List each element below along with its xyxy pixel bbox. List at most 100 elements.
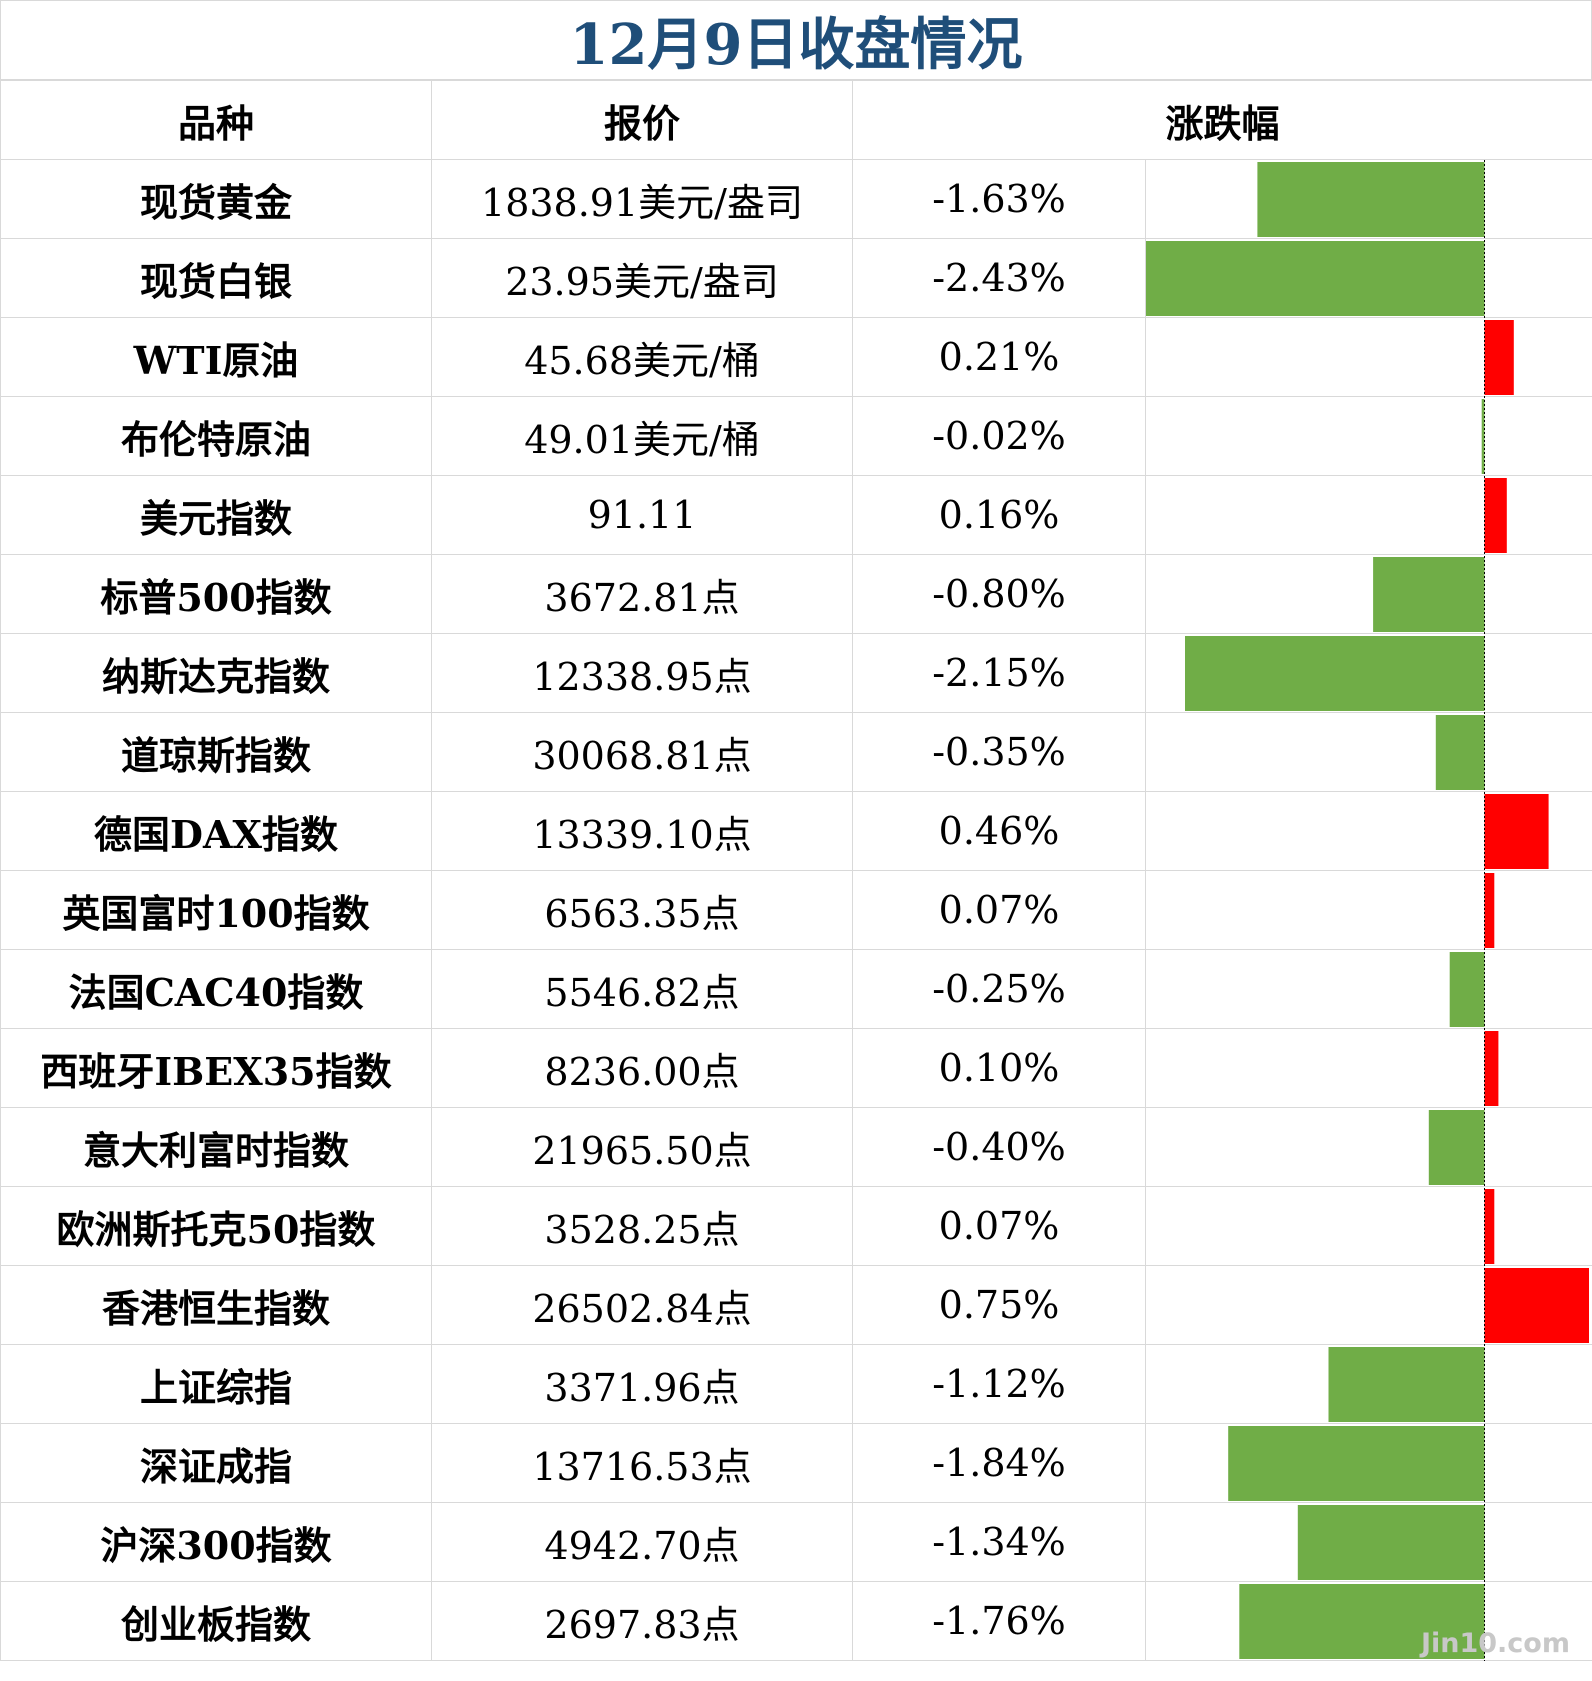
change-percent: -1.63% <box>852 159 1146 239</box>
table-row: 道琼斯指数 30068.81点 -0.35% <box>0 712 1592 792</box>
instrument-price: 3528.25点 <box>431 1186 853 1266</box>
table-row: 德国DAX指数 13339.10点 0.46% <box>0 791 1592 871</box>
change-bar <box>1484 794 1549 869</box>
change-bar <box>1435 715 1485 790</box>
change-bar-cell <box>1144 949 1592 1029</box>
instrument-name: 美元指数 <box>0 475 432 555</box>
instrument-name: 欧洲斯托克50指数 <box>0 1186 432 1266</box>
instrument-name: 意大利富时指数 <box>0 1107 432 1187</box>
change-percent: 0.10% <box>852 1028 1146 1108</box>
change-bar-cell <box>1144 712 1592 792</box>
instrument-name: 深证成指 <box>0 1423 432 1503</box>
change-percent: 0.75% <box>852 1265 1146 1345</box>
instrument-price: 26502.84点 <box>431 1265 853 1345</box>
change-bar <box>1328 1347 1485 1422</box>
change-percent: -1.34% <box>852 1502 1146 1582</box>
change-percent: -0.02% <box>852 396 1146 476</box>
change-bar-cell <box>1144 870 1592 950</box>
instrument-name: 上证综指 <box>0 1344 432 1424</box>
change-bar <box>1484 1031 1499 1106</box>
change-bar <box>1481 399 1485 474</box>
change-percent: 0.07% <box>852 870 1146 950</box>
instrument-price: 23.95美元/盎司 <box>431 238 853 318</box>
instrument-name: 西班牙IBEX35指数 <box>0 1028 432 1108</box>
instrument-price: 6563.35点 <box>431 870 853 950</box>
table-row: 西班牙IBEX35指数 8236.00点 0.10% <box>0 1028 1592 1108</box>
instrument-price: 12338.95点 <box>431 633 853 713</box>
instrument-name: 纳斯达克指数 <box>0 633 432 713</box>
instrument-price: 3672.81点 <box>431 554 853 634</box>
change-bar-cell <box>1144 1028 1592 1108</box>
change-percent: 0.07% <box>852 1186 1146 1266</box>
watermark: Jin10.com <box>1420 1628 1570 1659</box>
change-percent: -1.12% <box>852 1344 1146 1424</box>
instrument-name: 创业板指数 <box>0 1581 432 1661</box>
column-header-change: 涨跌幅 <box>851 80 1592 160</box>
page-title: 12月9日收盘情况 <box>0 0 1592 80</box>
table-row: 布伦特原油 49.01美元/桶 -0.02% <box>0 396 1592 476</box>
change-bar <box>1373 557 1485 632</box>
change-bar <box>1428 1110 1485 1185</box>
table-row: 欧洲斯托克50指数 3528.25点 0.07% <box>0 1186 1592 1266</box>
instrument-price: 3371.96点 <box>431 1344 853 1424</box>
instrument-price: 13716.53点 <box>431 1423 853 1503</box>
instrument-price: 4942.70点 <box>431 1502 853 1582</box>
change-bar <box>1484 873 1495 948</box>
instrument-name: 布伦特原油 <box>0 396 432 476</box>
instrument-name: 现货白银 <box>0 238 432 318</box>
change-bar <box>1257 162 1485 237</box>
instrument-name: 英国富时100指数 <box>0 870 432 950</box>
instrument-price: 49.01美元/桶 <box>431 396 853 476</box>
instrument-price: 8236.00点 <box>431 1028 853 1108</box>
instrument-price: 5546.82点 <box>431 949 853 1029</box>
change-bar-chart <box>1146 160 1589 1661</box>
change-percent: -0.40% <box>852 1107 1146 1187</box>
instrument-name: 现货黄金 <box>0 159 432 239</box>
instrument-price: 2697.83点 <box>431 1581 853 1661</box>
change-bar-cell <box>1144 1107 1592 1187</box>
change-bar-cell <box>1144 475 1592 555</box>
column-header-price: 报价 <box>431 80 853 160</box>
instrument-price: 21965.50点 <box>431 1107 853 1187</box>
table-row: WTI原油 45.68美元/桶 0.21% <box>0 317 1592 397</box>
change-bar <box>1484 1189 1495 1264</box>
table-row: 深证成指 13716.53点 -1.84% <box>0 1423 1592 1503</box>
change-bar-cell <box>1144 396 1592 476</box>
instrument-price: 30068.81点 <box>431 712 853 792</box>
change-percent: -1.84% <box>852 1423 1146 1503</box>
change-percent: -1.76% <box>852 1581 1146 1661</box>
change-percent: -2.43% <box>852 238 1146 318</box>
change-bar <box>1239 1584 1485 1659</box>
table-header-row: 品种 报价 涨跌幅 <box>0 80 1592 160</box>
change-bar <box>1146 241 1485 316</box>
change-percent: -0.80% <box>852 554 1146 634</box>
table-row: 英国富时100指数 6563.35点 0.07% <box>0 870 1592 950</box>
change-percent: -0.35% <box>852 712 1146 792</box>
instrument-price: 13339.10点 <box>431 791 853 871</box>
instrument-name: 道琼斯指数 <box>0 712 432 792</box>
change-bar-cell <box>1144 554 1592 634</box>
table-row: 美元指数 91.11 0.16% <box>0 475 1592 555</box>
table-row: 法国CAC40指数 5546.82点 -0.25% <box>0 949 1592 1029</box>
table-row: 创业板指数 2697.83点 -1.76% <box>0 1581 1592 1661</box>
change-percent: 0.16% <box>852 475 1146 555</box>
table-row: 意大利富时指数 21965.50点 -0.40% <box>0 1107 1592 1187</box>
instrument-name: 香港恒生指数 <box>0 1265 432 1345</box>
instrument-price: 91.11 <box>431 475 853 555</box>
table-row: 标普500指数 3672.81点 -0.80% <box>0 554 1592 634</box>
change-percent: -2.15% <box>852 633 1146 713</box>
change-percent: 0.46% <box>852 791 1146 871</box>
instrument-price: 45.68美元/桶 <box>431 317 853 397</box>
instrument-price: 1838.91美元/盎司 <box>431 159 853 239</box>
change-bar <box>1449 952 1485 1027</box>
instrument-name: 标普500指数 <box>0 554 432 634</box>
instrument-name: WTI原油 <box>0 317 432 397</box>
change-bar <box>1484 320 1514 395</box>
instrument-name: 沪深300指数 <box>0 1502 432 1582</box>
column-header-name: 品种 <box>0 80 432 160</box>
change-bar <box>1228 1426 1485 1501</box>
change-bar <box>1185 636 1485 711</box>
change-bar <box>1484 478 1507 553</box>
instrument-name: 德国DAX指数 <box>0 791 432 871</box>
instrument-name: 法国CAC40指数 <box>0 949 432 1029</box>
